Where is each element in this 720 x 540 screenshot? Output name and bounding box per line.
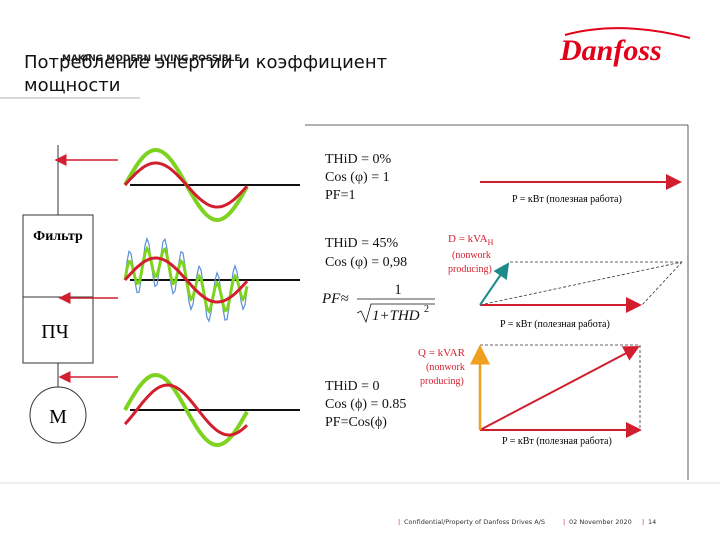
block2-line: Cos (φ) = 0,98 [325, 255, 407, 270]
formula-radicand: 1+THD [372, 308, 420, 324]
waveform [123, 161, 249, 209]
pf-formula: PF≈ 1 1+THD 2 [321, 282, 435, 324]
sep: | [398, 518, 400, 526]
title: Потребление энергии и коэффициент мощност… [24, 52, 387, 96]
formula-exponent: 2 [424, 304, 429, 315]
formula-lhs: PF≈ [321, 291, 349, 307]
p-label: P = кВт (полезная работа) [512, 194, 622, 205]
logo: Danfoss [559, 34, 662, 67]
block1-line: PF=1 [325, 188, 355, 203]
d-note: (nonwork [452, 250, 491, 261]
panel-border [305, 124, 689, 480]
motor-label: M [49, 406, 67, 428]
sep: | [563, 518, 565, 526]
sep: | [642, 518, 644, 526]
rectangle [480, 344, 641, 430]
waveform [123, 383, 249, 437]
d-label-sub: H [488, 238, 494, 247]
flow-arrows [54, 154, 118, 383]
block3-line: PF=Cos(ϕ) [325, 415, 387, 430]
q-note: producing) [420, 376, 464, 387]
d-label: D = kVAH [448, 233, 494, 247]
drive-label: ПЧ [41, 321, 68, 343]
filter-label: Фильтр [33, 229, 83, 244]
d-vector [479, 262, 510, 306]
drive-diagram [22, 145, 94, 444]
waveforms [123, 147, 300, 448]
block3-line: Cos (ϕ) = 0.85 [325, 397, 406, 412]
d-note: producing) [448, 264, 492, 275]
waveform [123, 372, 249, 448]
block1-line: Cos (φ) = 1 [325, 170, 390, 185]
footer-confidential: Confidential/Property of Danfoss Drives … [404, 518, 545, 526]
d-label-main: D = kVA [448, 233, 488, 245]
p-label: P = кВт (полезная работа) [502, 436, 612, 447]
block2-line: THiD = 45% [325, 236, 399, 251]
waveform [123, 256, 249, 304]
q-label: Q = kVAR [418, 347, 466, 359]
footer-date: 02 November 2020 [569, 518, 632, 526]
s-vector [479, 346, 640, 431]
block1-line: THiD = 0% [325, 152, 392, 167]
parallelogram [479, 261, 683, 306]
logo-swash [564, 27, 691, 39]
tagline: MAKING MODERN LIVING POSSIBLE [62, 54, 240, 64]
footer-page: 14 [648, 518, 656, 526]
p-label: P = кВт (полезная работа) [500, 319, 610, 330]
waveform [123, 245, 249, 315]
q-note: (nonwork [426, 362, 465, 373]
formula-numerator: 1 [394, 282, 402, 298]
block3-line: THiD = 0 [325, 379, 380, 394]
